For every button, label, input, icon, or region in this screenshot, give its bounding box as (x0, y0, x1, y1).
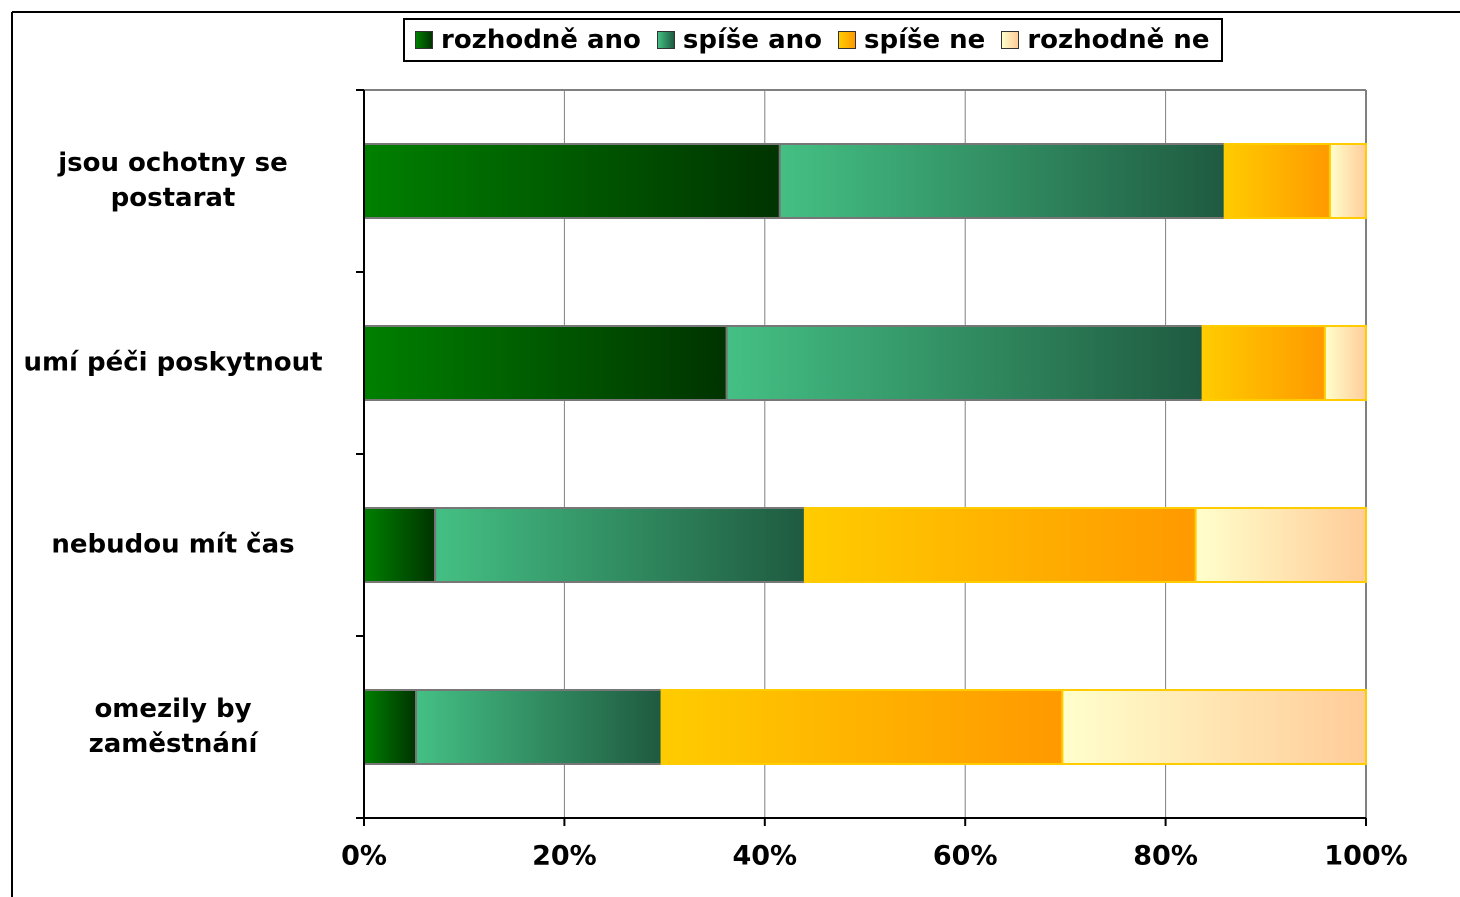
legend-swatch (838, 31, 856, 49)
bar-segment (415, 689, 663, 765)
bar-segment (1223, 143, 1331, 219)
y-tick-label: nebudou mít čas (51, 529, 295, 560)
legend-swatch (415, 31, 433, 49)
bar-segment (1201, 325, 1326, 401)
legend-label: rozhodně ne (1027, 25, 1210, 55)
bar-segment (660, 689, 1064, 765)
legend-swatch (1001, 31, 1020, 49)
x-tick-label: 20% (532, 841, 597, 872)
bar-segment (725, 325, 1204, 401)
legend-item: rozhodně ano (415, 25, 641, 55)
legend-label: spíše ne (864, 25, 986, 55)
x-tick-label: 60% (933, 841, 998, 872)
y-tick-label: jsou ochotny se postarat (58, 148, 288, 213)
bar-segment (363, 143, 781, 219)
legend-swatch (656, 31, 675, 49)
bar-segment (363, 507, 437, 583)
x-tick-label: 40% (732, 841, 797, 872)
legend-item: spíše ne (838, 25, 985, 55)
legend-label: spíše ano (682, 25, 822, 55)
bar-segment (1323, 325, 1367, 401)
bar-segment (363, 325, 728, 401)
bar-segment (363, 689, 418, 765)
x-tick-label: 0% (341, 841, 387, 872)
bar-segment (778, 143, 1226, 219)
x-tick-label: 100% (1324, 841, 1407, 872)
legend-label: rozhodně ano (441, 25, 641, 55)
x-tick-label: 80% (1133, 841, 1198, 872)
legend-item: rozhodně ne (1001, 25, 1209, 55)
y-tick-label: umí péči poskytnout (23, 347, 323, 378)
legend: rozhodně ano spíše ano spíše ne rozhodně ne (403, 18, 1224, 62)
bar-segment (1061, 689, 1368, 765)
bar-segment (434, 507, 806, 583)
bar-segment (1328, 143, 1367, 219)
bar-segment (803, 507, 1197, 583)
bar-segment (1194, 507, 1368, 583)
y-tick-label: omezily by zaměstnání (88, 694, 258, 759)
legend-item: spíše ano (656, 25, 822, 55)
